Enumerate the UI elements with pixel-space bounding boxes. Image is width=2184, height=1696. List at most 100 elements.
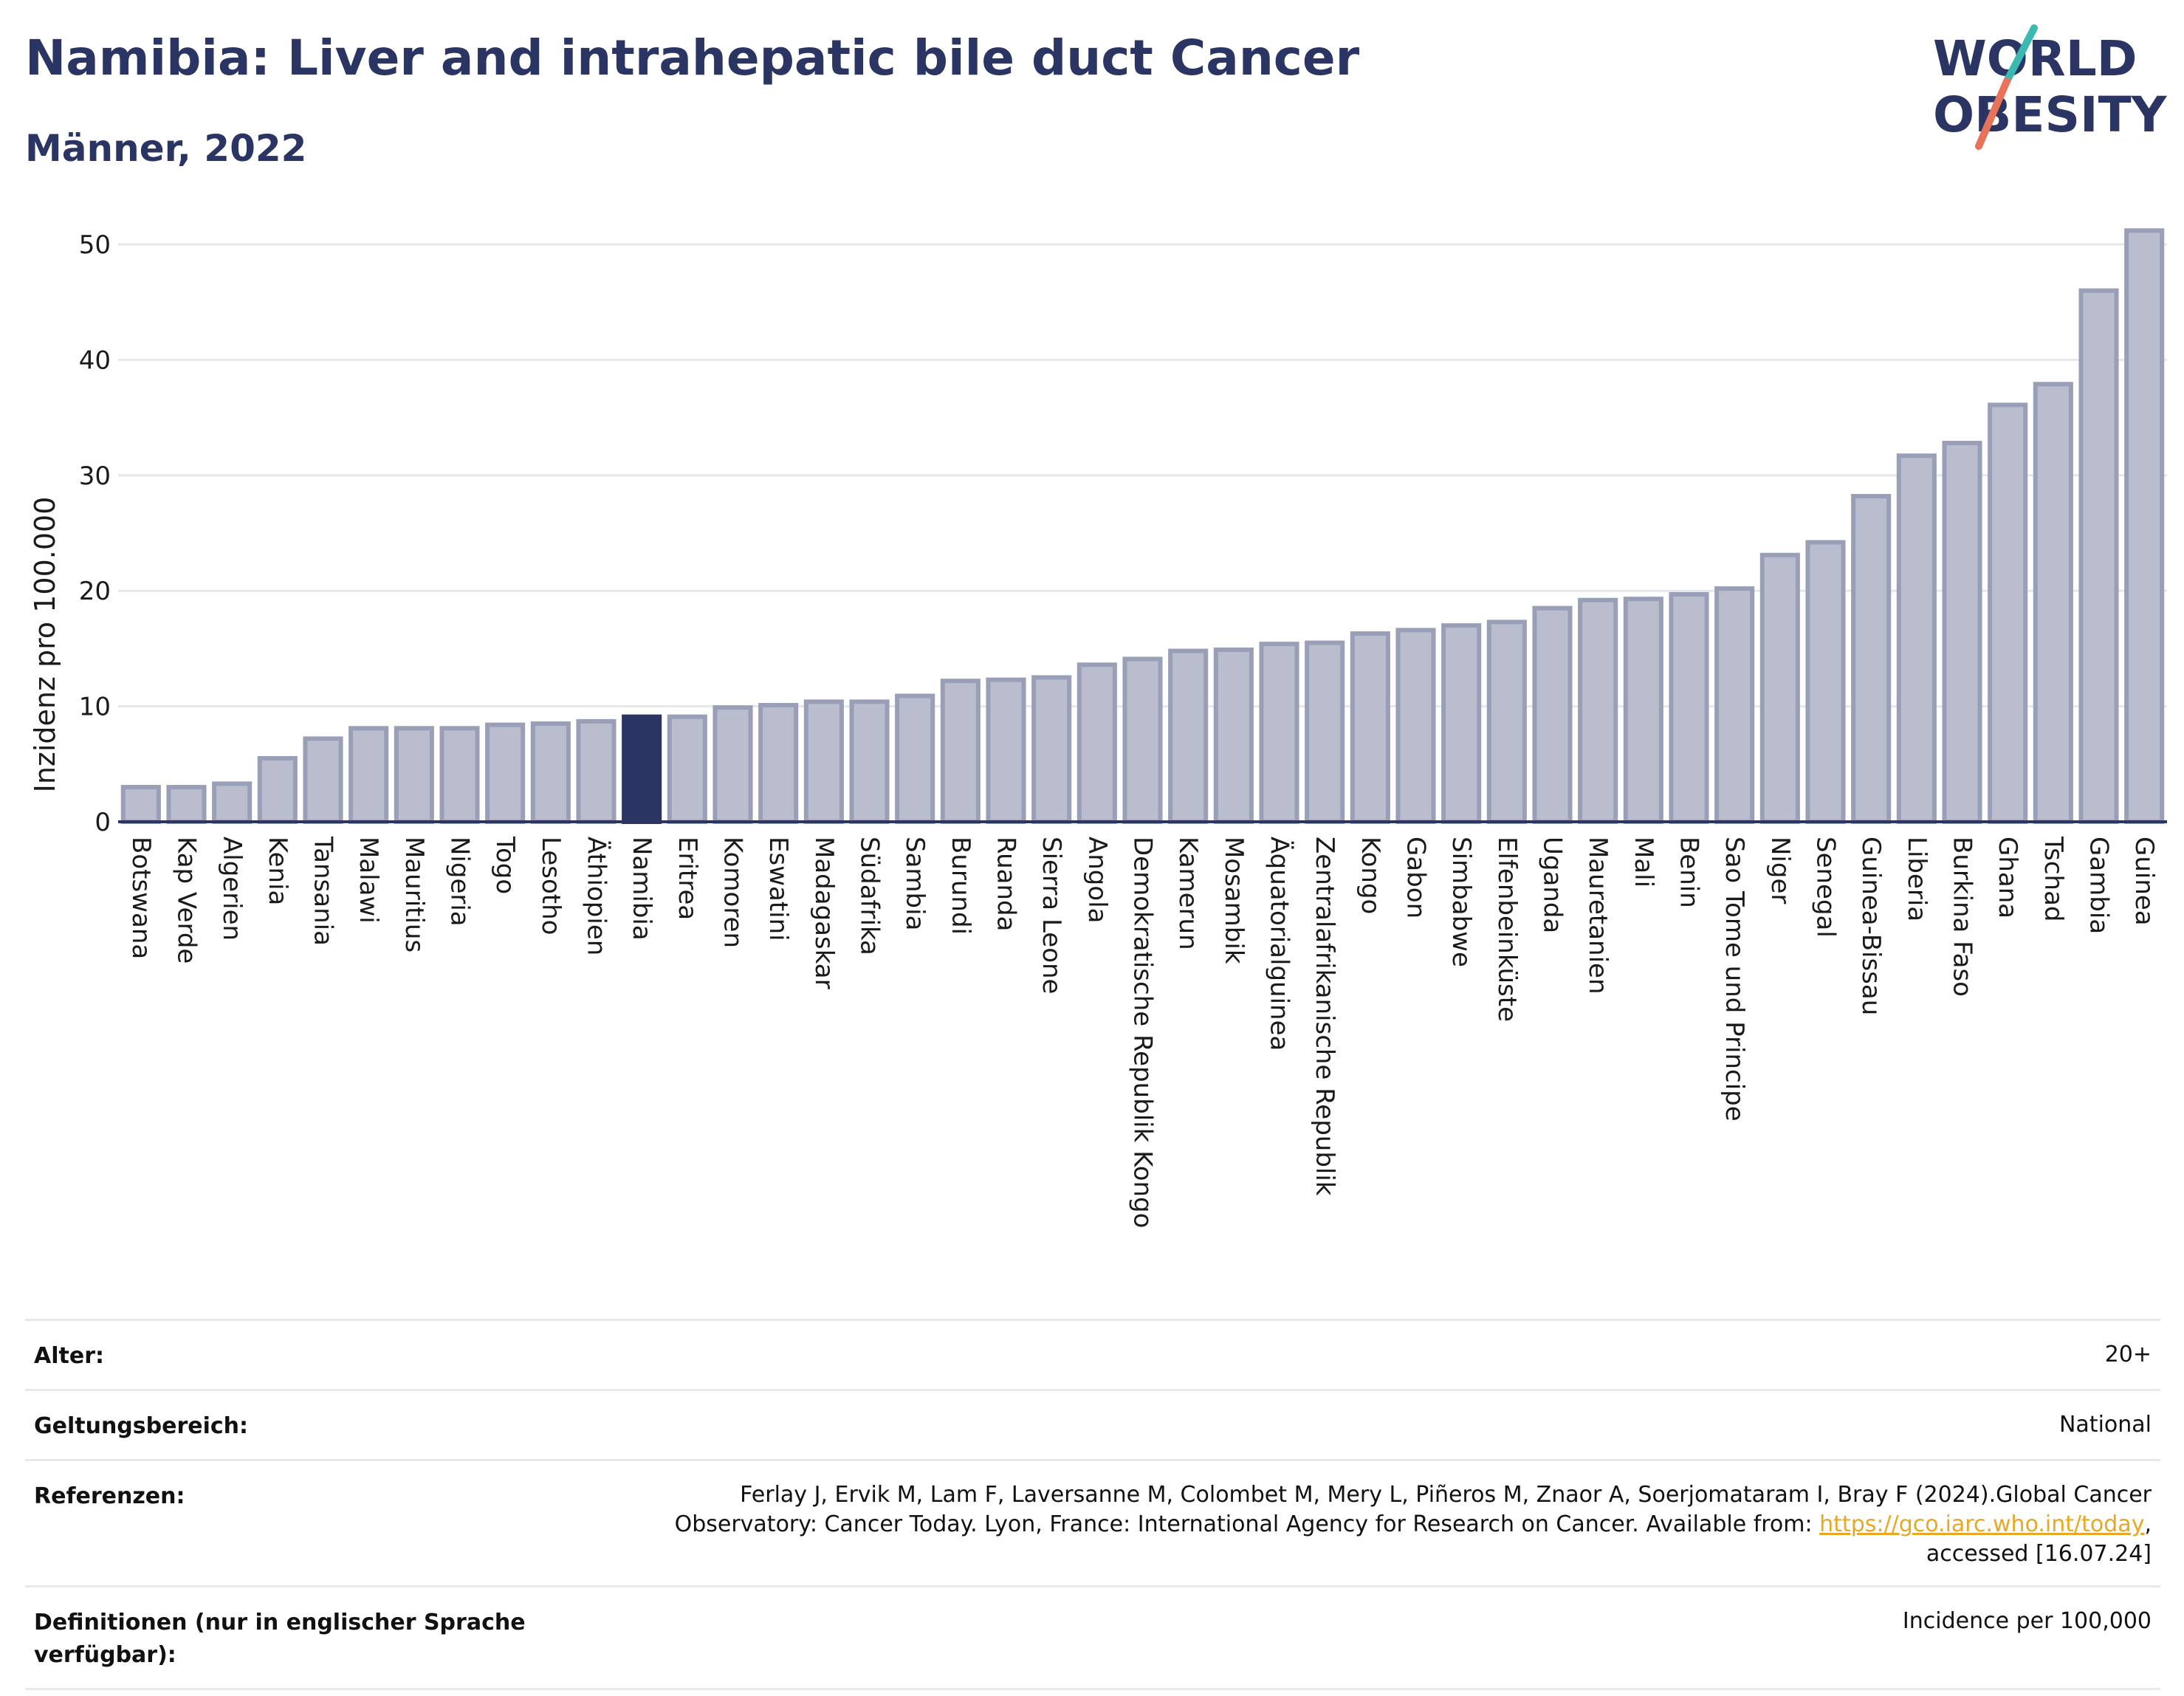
- bar: [1942, 441, 1982, 824]
- bar: [667, 714, 707, 825]
- info-row-scope: Geltungsbereich: National: [25, 1389, 2160, 1459]
- bar: [1395, 628, 1436, 824]
- bar: [303, 736, 343, 825]
- chart-bars: [120, 228, 2165, 825]
- x-tick-label: Mosambik: [1219, 837, 1249, 964]
- x-tick-label: Simbabwe: [1446, 837, 1476, 967]
- x-tick-label: Demokratische Republik Kongo: [1128, 837, 1158, 1228]
- bar: [1350, 631, 1390, 824]
- bar: [1213, 647, 1254, 824]
- y-tick-label: 0: [95, 808, 111, 837]
- world-obesity-logo: WORLD OBESITY: [1933, 24, 2168, 150]
- x-axis-labels: Botswana Kap Verde Algerien Kenia Tansania Ma…: [126, 836, 2159, 1228]
- bar-highlight: [622, 714, 662, 825]
- info-value-scope: National: [2058, 1412, 2152, 1438]
- reference-link[interactable]: https://gco.iarc.who.int/today: [1819, 1511, 2145, 1537]
- bar: [895, 693, 935, 824]
- bar: [1623, 597, 1663, 824]
- bar: [166, 785, 207, 824]
- bar: [986, 677, 1026, 824]
- logo-slash-top: [2003, 24, 2038, 85]
- bar: [1031, 675, 1072, 824]
- x-tick-label: Algerien: [217, 837, 247, 941]
- bar: [940, 679, 981, 825]
- info-row-definitions: Definitionen (nur in englischer Sprache …: [25, 1585, 2160, 1690]
- x-tick-label: Malawi: [354, 837, 383, 924]
- x-tick-label: Guinea-Bissau: [1856, 837, 1886, 1015]
- x-tick-label: Kenia: [263, 837, 292, 905]
- bar: [576, 718, 617, 824]
- bar: [1759, 552, 1800, 824]
- bar: [2124, 228, 2165, 824]
- y-axis-label: Inzidenz pro 100.000: [29, 497, 61, 793]
- bar: [1669, 591, 1709, 825]
- bar: [758, 703, 799, 825]
- reference-line-2: Observatory: Cancer Today. Lyon, France:…: [675, 1510, 2152, 1539]
- x-tick-label: Senegal: [1811, 837, 1841, 938]
- x-tick-label: Gambia: [2084, 837, 2114, 934]
- x-tick-label: Ruanda: [992, 837, 1021, 931]
- bar: [1851, 493, 1892, 825]
- x-tick-label: Namibia: [627, 837, 656, 941]
- info-value-references: Ferlay J, Ervik M, Lam F, Laversanne M, …: [675, 1480, 2152, 1569]
- y-tick-label: 10: [79, 693, 111, 722]
- logo-text-world: WORLD: [1933, 30, 2137, 87]
- bar: [2033, 382, 2073, 824]
- x-tick-label: Burkina Faso: [1948, 837, 1977, 997]
- x-tick-label: Niger: [1765, 837, 1795, 904]
- bar: [1259, 642, 1299, 824]
- y-tick-label: 20: [79, 577, 111, 606]
- bar: [485, 722, 526, 825]
- y-tick-label: 40: [79, 346, 111, 375]
- x-tick-label: Madagaskar: [809, 837, 839, 989]
- x-tick-label: Sierra Leone: [1037, 837, 1066, 994]
- bar: [394, 726, 434, 824]
- x-tick-label: Angola: [1082, 837, 1112, 923]
- bar-chart: 0 10 20 30 40 50 Botswana Kap Verde Algerien Ken…: [29, 228, 2167, 1228]
- bar: [1532, 605, 1573, 824]
- y-tick-label: 30: [79, 461, 111, 491]
- x-tick-label: Liberia: [1902, 837, 1931, 921]
- x-tick-label: Elfenbeinküste: [1492, 837, 1522, 1022]
- bar: [2078, 288, 2119, 824]
- y-tick-label: 50: [79, 230, 111, 260]
- x-tick-label: Mauretanien: [1583, 837, 1613, 995]
- x-tick-label: Kongo: [1356, 837, 1385, 914]
- reference-comma: ,: [2144, 1511, 2152, 1537]
- x-tick-label: Tansania: [309, 836, 338, 946]
- info-label-scope: Geltungsbereich:: [34, 1413, 249, 1439]
- x-tick-label: Mauritius: [399, 837, 429, 952]
- chart-title: Namibia: Liver and intrahepatic bile duc…: [25, 30, 1360, 86]
- bar: [1714, 586, 1755, 825]
- x-tick-label: Äquatorialguinea: [1265, 837, 1294, 1051]
- bar: [348, 726, 389, 824]
- info-row-age: Alter: 20+: [25, 1319, 2160, 1389]
- info-label-definitions: Definitionen (nur in englischer Sprache …: [34, 1610, 526, 1668]
- bar: [257, 755, 298, 824]
- y-axis-ticks: 0 10 20 30 40 50: [79, 230, 111, 837]
- info-label-references: Referenzen:: [34, 1483, 185, 1509]
- info-value-definitions: Incidence per 100,000: [1902, 1608, 2152, 1634]
- reference-line-3: accessed [16.07.24]: [1926, 1541, 2152, 1567]
- x-tick-label: Nigeria: [445, 837, 475, 927]
- bar: [212, 781, 253, 824]
- x-tick-label: Tschad: [2039, 836, 2068, 922]
- bar: [1805, 540, 1846, 825]
- bar: [1122, 656, 1163, 825]
- bar: [1578, 597, 1618, 824]
- x-tick-label: Sambia: [900, 837, 930, 930]
- x-tick-label: Eswatini: [763, 837, 793, 941]
- bar: [530, 721, 571, 824]
- bar: [1896, 453, 1937, 824]
- x-tick-label: Gabon: [1401, 837, 1431, 919]
- chart-subtitle: Männer, 2022: [25, 127, 307, 170]
- x-tick-label: Guinea: [2129, 837, 2159, 926]
- x-tick-label: Lesotho: [536, 837, 566, 935]
- bar: [120, 785, 161, 824]
- bar: [803, 699, 844, 824]
- bar: [1988, 402, 2028, 824]
- x-tick-label: Mali: [1629, 837, 1658, 888]
- x-tick-label: Benin: [1675, 837, 1704, 908]
- x-tick-label: Südafrika: [855, 837, 885, 955]
- bar: [1305, 640, 1345, 825]
